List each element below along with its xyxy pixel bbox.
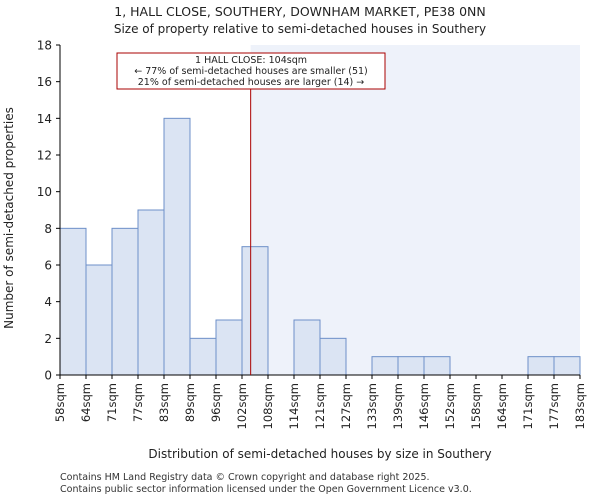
bar-139sqm <box>397 356 425 376</box>
y-tick-label: 2 <box>44 332 52 346</box>
x-tick-label-64sqm: 64sqm <box>79 383 93 422</box>
y-tick-label: 18 <box>37 39 52 53</box>
x-tick-label-89sqm: 89sqm <box>183 383 197 422</box>
y-tick-label: 8 <box>44 222 52 236</box>
x-tick-label-58sqm: 58sqm <box>53 383 67 422</box>
bar-96sqm <box>215 319 243 376</box>
y-axis-label: Number of semi-detached properties <box>2 107 16 329</box>
chart-subtitle: Size of property relative to semi-detach… <box>114 22 486 36</box>
y-tick-label: 14 <box>37 112 52 126</box>
x-tick-label-108sqm: 108sqm <box>261 383 275 429</box>
x-tick-label-177sqm: 177sqm <box>547 383 561 429</box>
x-axis-label: Distribution of semi-detached houses by … <box>148 447 491 461</box>
footer-line-1: Contains HM Land Registry data © Crown c… <box>60 472 430 483</box>
annotation-frame <box>116 52 386 90</box>
x-tick-label-139sqm: 139sqm <box>391 383 405 429</box>
x-tick-label-127sqm: 127sqm <box>339 383 353 429</box>
axes: 0 2 4 6 8 10 12 14 16 18 58sqm 64sqm 71sqm 77sqm 83sqm… <box>37 39 587 430</box>
bars-group <box>59 117 581 376</box>
bar-133sqm <box>371 356 399 376</box>
annotation-box: 1 HALL CLOSE: 104sqm ← 77% of semi-detac… <box>116 52 386 90</box>
x-tick-label-77sqm: 77sqm <box>131 383 145 422</box>
bar-58sqm <box>59 227 87 376</box>
x-tick-label-114sqm: 114sqm <box>287 383 301 429</box>
bar-177sqm <box>553 356 581 376</box>
bar-171sqm <box>527 356 555 376</box>
y-tick-label: 10 <box>37 185 52 199</box>
x-tick-label-164sqm: 164sqm <box>495 383 509 429</box>
y-tick-label: 6 <box>44 259 52 273</box>
bar-102sqm <box>241 246 269 376</box>
x-tick-label-183sqm: 183sqm <box>573 383 587 429</box>
x-tick-label-158sqm: 158sqm <box>469 383 483 429</box>
bar-114sqm <box>293 319 321 376</box>
footer-line-2: Contains public sector information licen… <box>60 484 472 495</box>
annotation-line-2: ← 77% of semi-detached houses are smalle… <box>134 66 368 77</box>
x-tick-label-83sqm: 83sqm <box>157 383 171 422</box>
annotation-line-1: 1 HALL CLOSE: 104sqm <box>195 55 307 66</box>
bar-64sqm <box>85 264 113 376</box>
bar-146sqm <box>423 356 451 376</box>
y-tick-label: 16 <box>37 75 52 89</box>
x-tick-label-96sqm: 96sqm <box>209 383 223 422</box>
bar-89sqm <box>189 337 217 376</box>
x-tick-label-121sqm: 121sqm <box>313 383 327 429</box>
x-tick-label-152sqm: 152sqm <box>443 383 457 429</box>
y-tick-label: 4 <box>44 295 52 309</box>
y-tick-label: 12 <box>37 149 52 163</box>
chart-title: 1, HALL CLOSE, SOUTHERY, DOWNHAM MARKET,… <box>114 4 486 19</box>
x-tick-label-102sqm: 102sqm <box>235 383 249 429</box>
bar-71sqm <box>111 227 139 376</box>
y-tick-label: 0 <box>44 369 52 383</box>
bar-77sqm <box>137 209 165 376</box>
bar-83sqm <box>163 117 191 376</box>
bar-121sqm <box>319 337 347 376</box>
annotation-line-3: 21% of semi-detached houses are larger (… <box>138 77 365 88</box>
x-tick-label-171sqm: 171sqm <box>521 383 535 429</box>
x-tick-label-146sqm: 146sqm <box>417 383 431 429</box>
x-tick-label-133sqm: 133sqm <box>365 383 379 429</box>
x-tick-label-71sqm: 71sqm <box>105 383 119 422</box>
